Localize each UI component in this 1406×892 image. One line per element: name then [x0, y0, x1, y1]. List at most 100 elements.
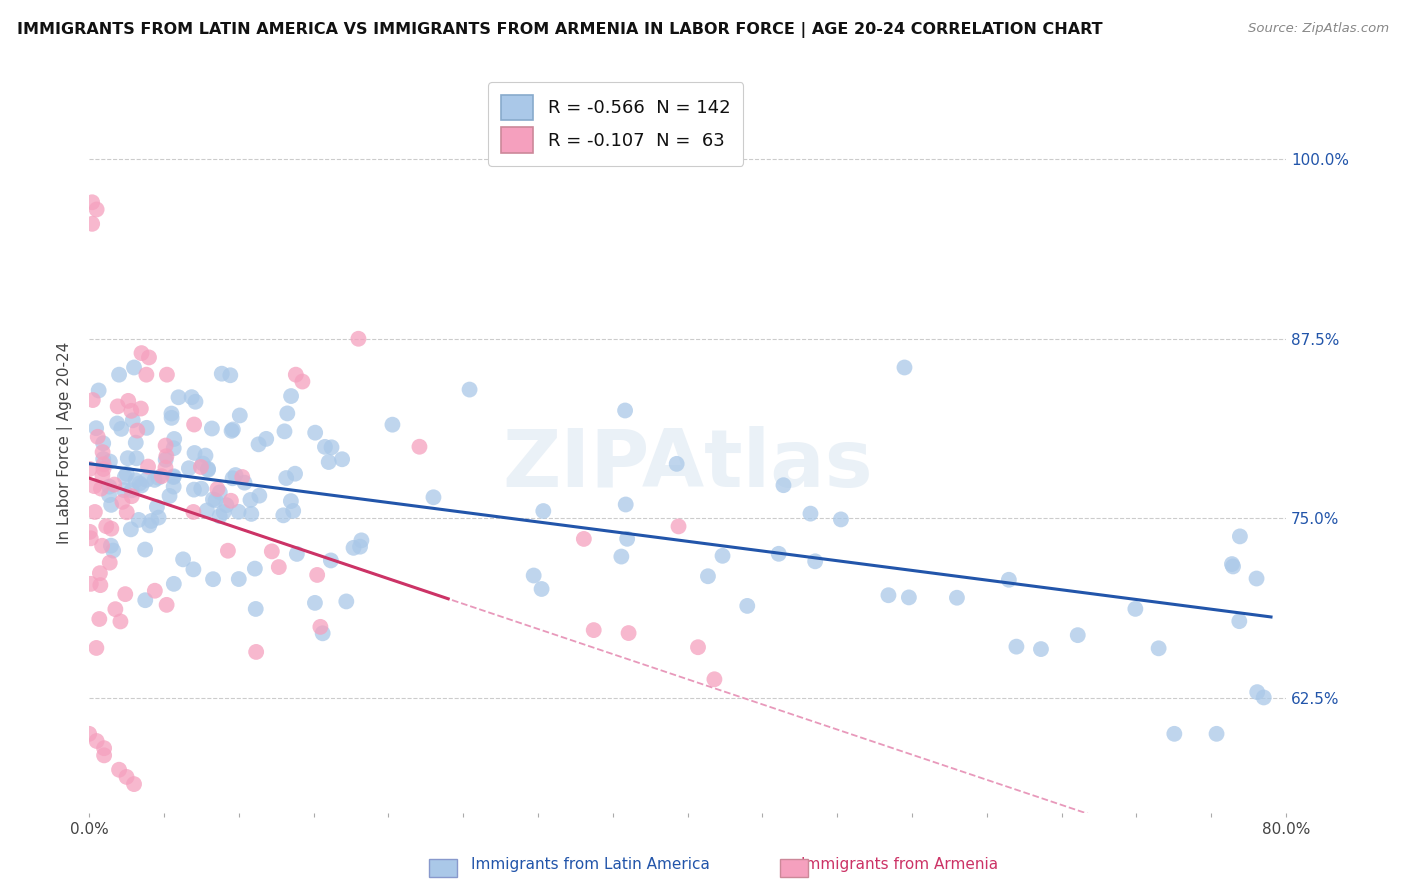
Point — [117, 451, 139, 466]
Point — [204, 493, 226, 508]
Point — [225, 468, 247, 483]
Point — [686, 640, 709, 655]
Point — [160, 407, 183, 421]
Point — [221, 471, 243, 485]
Point — [1229, 529, 1251, 543]
Point — [330, 452, 353, 467]
Point — [117, 393, 139, 408]
Point — [1147, 641, 1170, 656]
Point — [100, 522, 122, 536]
Point — [260, 544, 283, 558]
Point — [122, 777, 145, 791]
Point — [89, 566, 111, 581]
Point — [131, 478, 153, 492]
Point — [98, 480, 121, 494]
Point — [711, 549, 734, 563]
Point — [239, 492, 262, 507]
Point — [201, 492, 224, 507]
Point — [143, 583, 166, 598]
Point — [530, 582, 553, 596]
Point — [946, 591, 969, 605]
Point — [93, 457, 115, 471]
Point — [110, 422, 132, 436]
Point — [342, 541, 364, 555]
Point — [335, 594, 357, 608]
Point — [804, 554, 827, 568]
Point — [155, 449, 177, 463]
Point — [1125, 602, 1147, 616]
Point — [90, 482, 112, 496]
Legend: R = -0.566  N = 142, R = -0.107  N =  63: R = -0.566 N = 142, R = -0.107 N = 63 — [488, 82, 744, 166]
Point — [146, 500, 169, 514]
Point — [121, 413, 143, 427]
Point — [163, 469, 186, 483]
Point — [184, 394, 207, 409]
Point — [531, 504, 554, 518]
Point — [233, 475, 256, 490]
Point — [247, 437, 270, 451]
Point — [280, 494, 302, 508]
Point — [201, 421, 224, 435]
Point — [273, 425, 295, 439]
Point — [120, 522, 142, 536]
Point — [458, 383, 481, 397]
Point — [100, 498, 122, 512]
Point — [135, 368, 157, 382]
Point — [772, 478, 794, 492]
Point — [180, 390, 202, 404]
Point — [91, 436, 114, 450]
Point — [80, 531, 103, 545]
Point — [347, 332, 370, 346]
Point — [128, 476, 150, 491]
Point — [121, 489, 143, 503]
Point — [163, 577, 186, 591]
Point — [86, 640, 108, 655]
Point — [284, 467, 307, 481]
Point — [163, 441, 186, 455]
Point — [83, 505, 105, 519]
Point — [665, 457, 688, 471]
Point — [194, 449, 217, 463]
Point — [91, 468, 114, 483]
Point — [77, 727, 100, 741]
Point — [112, 483, 135, 498]
Point — [124, 473, 146, 487]
Point — [104, 602, 127, 616]
Point — [276, 471, 298, 485]
Point — [93, 462, 115, 476]
Point — [125, 451, 148, 466]
Point — [314, 440, 336, 454]
Text: ZIPAtlas: ZIPAtlas — [502, 426, 873, 504]
Point — [143, 473, 166, 487]
Point — [311, 626, 333, 640]
Point — [190, 460, 212, 475]
Point — [89, 578, 111, 592]
Point — [1246, 572, 1268, 586]
Point — [1005, 640, 1028, 654]
Point — [309, 620, 332, 634]
Point — [197, 463, 219, 477]
Point — [131, 346, 153, 360]
Point — [349, 540, 371, 554]
Point — [122, 360, 145, 375]
Point — [254, 432, 277, 446]
Point — [877, 588, 900, 602]
Point — [155, 460, 177, 475]
Point — [96, 519, 118, 533]
Point — [207, 482, 229, 496]
Point — [614, 498, 637, 512]
Point — [100, 539, 122, 553]
Point — [115, 467, 138, 481]
Point — [243, 561, 266, 575]
Point — [107, 400, 129, 414]
Point — [91, 452, 114, 467]
Point — [228, 505, 250, 519]
Point — [523, 568, 546, 582]
Point — [79, 462, 101, 476]
Point — [156, 598, 179, 612]
Point — [267, 560, 290, 574]
Point — [697, 569, 720, 583]
Point — [217, 543, 239, 558]
Point — [582, 623, 605, 637]
Point — [91, 445, 114, 459]
